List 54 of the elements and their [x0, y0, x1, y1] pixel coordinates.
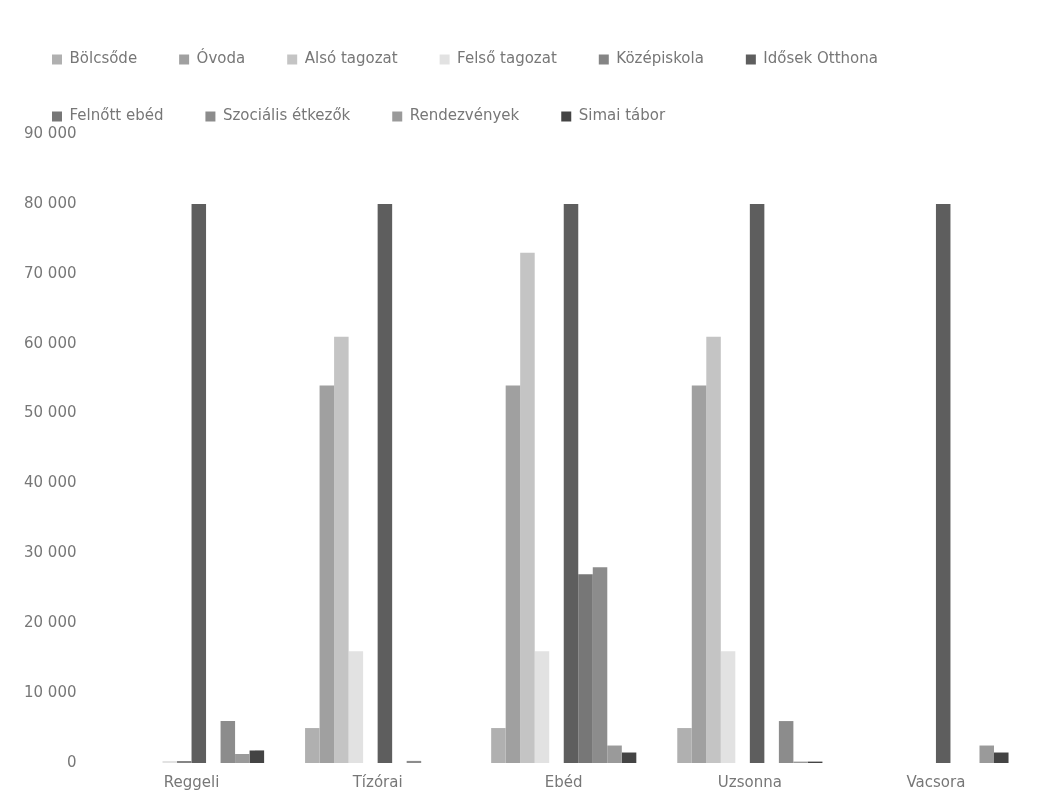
- y-tick-label: 60 000: [23, 333, 77, 352]
- legend-label: Alsó tagozat: [304, 49, 398, 68]
- x-tick-label: Uzsonna: [717, 772, 782, 791]
- legend-label: Óvoda: [196, 48, 246, 68]
- y-tick-label: 10 000: [23, 683, 77, 701]
- bar: [319, 385, 335, 763]
- legend-label: Bölcsőde: [69, 49, 138, 68]
- bar: [720, 651, 736, 763]
- bar: [691, 385, 707, 763]
- bar: [578, 574, 593, 763]
- y-tick-label: 30 000: [23, 543, 77, 562]
- bar: [621, 752, 637, 763]
- x-tick-label: Tízórai: [351, 772, 403, 791]
- legend-label: Szociális étkezők: [222, 106, 351, 125]
- bar: [994, 752, 1009, 763]
- y-tick-label: 20 000: [23, 613, 77, 632]
- bar: [749, 203, 765, 763]
- bar: [979, 745, 995, 763]
- legend-label: Idősek Otthona: [763, 49, 878, 68]
- bar: [563, 203, 579, 763]
- y-tick-label: 40 000: [23, 473, 77, 492]
- bar: [377, 203, 393, 763]
- x-tick-label: Vacsora: [906, 772, 966, 791]
- y-tick-label: 0: [66, 752, 77, 771]
- bar: [235, 753, 250, 763]
- x-tick-label: Reggeli: [163, 772, 220, 791]
- legend-label: Felnőtt ebéd: [69, 106, 164, 125]
- bar: [334, 336, 349, 763]
- y-tick-label: 90 000: [23, 123, 77, 142]
- bar: [249, 750, 265, 763]
- bar: [534, 651, 550, 763]
- x-tick-label: Ebéd: [544, 772, 583, 791]
- y-tick-label: 80 000: [23, 193, 77, 212]
- y-tick-label: 50 000: [23, 403, 77, 422]
- bar: [677, 728, 692, 763]
- legend-label: Középiskola: [616, 49, 704, 68]
- bar: [305, 728, 320, 763]
- bar: [505, 385, 521, 763]
- bar: [191, 203, 207, 763]
- y-tick-label: 70 000: [23, 263, 77, 282]
- bar: [935, 203, 951, 763]
- legend-label: Felső tagozat: [457, 49, 557, 68]
- bar: [706, 336, 721, 763]
- bar: [592, 567, 608, 763]
- bar: [520, 252, 535, 763]
- bar: [348, 651, 364, 763]
- bar: [406, 760, 422, 763]
- bar: [491, 728, 506, 763]
- bar: [177, 760, 192, 763]
- legend-label: Simai tábor: [578, 106, 666, 125]
- bar: [607, 745, 622, 763]
- bar: [778, 721, 794, 763]
- legend-label: Rendezvények: [409, 106, 520, 125]
- bar: [220, 721, 236, 763]
